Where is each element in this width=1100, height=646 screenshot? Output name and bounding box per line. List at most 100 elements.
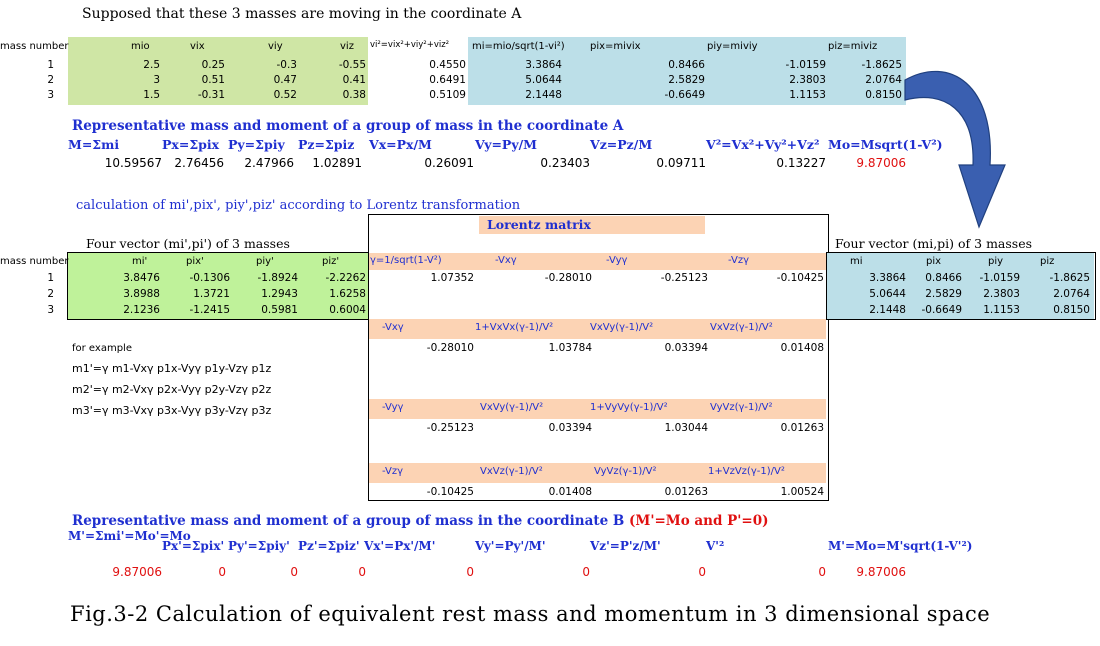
left-fv-cell: 0.6004 xyxy=(329,304,366,316)
repA-header-Vx: Vx=Px/M xyxy=(369,137,432,152)
repB-value-M: 9.87006 xyxy=(112,565,162,579)
matrix-row2-label: VyVz(γ-1)/V² xyxy=(710,402,773,413)
matrix-row0-label-bg xyxy=(369,253,826,270)
tableA-cell-viy: 0.47 xyxy=(273,74,297,86)
matrix-row3-label: -Vzγ xyxy=(382,466,404,477)
repB-header-M: M'=Σmi'=Mo'=Mo xyxy=(68,529,191,543)
repA-value-Vz: 0.09711 xyxy=(656,156,706,170)
repA-header-Vz: Vz=Pz/M xyxy=(590,137,653,152)
repA-header-M: M=Σmi xyxy=(68,137,120,152)
tableA-header-mi: mi=mio/sqrt(1-vi²) xyxy=(472,41,565,52)
tableA-cell-pix: 0.8466 xyxy=(668,59,705,71)
left-fv-box xyxy=(67,252,369,320)
left-fv-cell: -1.8924 xyxy=(257,272,298,284)
tableA-cell-vix: 0.51 xyxy=(201,74,225,86)
tableA-cell-viz: 0.38 xyxy=(342,89,366,101)
right-fv-header-piy: piy xyxy=(988,256,1004,267)
left-fv-cell: 1 xyxy=(47,272,54,284)
repA-header-V2: V²=Vx²+Vy²+Vz² xyxy=(706,137,820,152)
right-fv-cell: -1.0159 xyxy=(979,272,1020,284)
tableA-header-v2: vi²=vix²+viy²+viz² xyxy=(370,40,450,50)
matrix-row3-value: 1.00524 xyxy=(780,486,824,498)
tableA-header-vix: vix xyxy=(190,41,205,52)
repA-value-Py: 2.47966 xyxy=(244,156,294,170)
matrix-row0-value: -0.28010 xyxy=(544,272,592,284)
right-fv-cell: -0.6649 xyxy=(921,304,962,316)
left-fv-cell: 1.6258 xyxy=(329,288,366,300)
figure-caption: Fig.3-2 Calculation of equivalent rest m… xyxy=(70,602,991,626)
right-fv-cell: 0.8150 xyxy=(1053,304,1090,316)
matrix-row1-label-bg xyxy=(369,319,826,339)
tableA-cell-viy: 0.52 xyxy=(273,89,297,101)
left-fv-cell: -2.2262 xyxy=(325,272,366,284)
matrix-row2-label-bg xyxy=(369,399,826,419)
matrix-row2-value: 0.01263 xyxy=(780,422,824,434)
repB-value-Vy: 0 xyxy=(582,565,590,579)
matrix-row1-label: VxVy(γ-1)/V² xyxy=(590,322,654,333)
matrix-row0-value: -0.10425 xyxy=(776,272,824,284)
repA-value-Vx: 0.26091 xyxy=(424,156,474,170)
left-fv-cell: -1.2415 xyxy=(189,304,230,316)
right-fv-cell: 2.3803 xyxy=(983,288,1020,300)
example-line: m2'=γ m2-Vxγ p2x-Vyγ p2y-Vzγ p2z xyxy=(72,383,272,396)
tableA-cell-mio: 1.5 xyxy=(143,89,160,101)
repB-value-Px: 0 xyxy=(218,565,226,579)
curved-arrow-icon xyxy=(904,70,1006,229)
repA-value-Px: 2.76456 xyxy=(174,156,224,170)
tableA-cell-n: 1 xyxy=(47,59,54,71)
matrix-row1-label: VxVz(γ-1)/V² xyxy=(710,322,773,333)
matrix-row3-label: VxVz(γ-1)/V² xyxy=(480,466,543,477)
matrix-row1-value: 0.01408 xyxy=(780,342,824,354)
left-fv-header-pix: pix' xyxy=(186,256,204,267)
tableA-cell-mi: 5.0644 xyxy=(525,74,562,86)
repB-header-V2: V'² xyxy=(706,539,725,553)
matrix-row1-value: 1.03784 xyxy=(548,342,592,354)
tableA-cell-n: 3 xyxy=(47,89,54,101)
right-fv-cell: 3.3864 xyxy=(869,272,906,284)
repA-header-Px: Px=Σpix xyxy=(162,137,220,152)
tableA-cell-mio: 2.5 xyxy=(143,59,160,71)
matrix-row0-label: -Vyγ xyxy=(606,255,628,266)
repB-header-Pz: Pz'=Σpiz' xyxy=(298,539,360,553)
matrix-row3-label-bg xyxy=(369,463,826,483)
repA-value-Vy: 0.23403 xyxy=(540,156,590,170)
left-fv-cell: 3.8476 xyxy=(123,272,160,284)
matrix-row2-value: 0.03394 xyxy=(548,422,592,434)
matrix-row3-value: 0.01263 xyxy=(664,486,708,498)
repA-value-M: 10.59567 xyxy=(104,156,162,170)
lorentz-title: Lorentz matrix xyxy=(487,217,591,232)
matrix-row0-value: -0.25123 xyxy=(660,272,708,284)
tableA-cell-v2: 0.4550 xyxy=(429,59,466,71)
tableA-cell-viz: 0.41 xyxy=(342,74,366,86)
matrix-row0-label: -Vxγ xyxy=(495,255,517,266)
repB-header-Vz: Vz'=P'z/M' xyxy=(590,539,661,553)
left-fv-header-piy: piy' xyxy=(256,256,274,267)
right-fv-cell: 1.1153 xyxy=(983,304,1020,316)
left-fv-header-piz: piz' xyxy=(322,256,340,267)
repB-header-Vy: Vy'=Py'/M' xyxy=(475,539,546,553)
repA-value-V2: 0.13227 xyxy=(776,156,826,170)
repA-header-Py: Py=Σpiy xyxy=(228,137,285,152)
repB-header-Vx: Vx'=Px'/M' xyxy=(364,539,436,553)
left-fv-cell: 1.3721 xyxy=(193,288,230,300)
repB-value-Vz: 0 xyxy=(698,565,706,579)
tableA-cell-mi: 2.1448 xyxy=(525,89,562,101)
left-fv-bg xyxy=(68,253,368,319)
matrix-row1-value: 0.03394 xyxy=(664,342,708,354)
tableA-header-viy: viy xyxy=(268,41,283,52)
example-line: m3'=γ m3-Vxγ p3x-Vyγ p3y-Vzγ p3z xyxy=(72,404,272,417)
right-fv-cell: 2.0764 xyxy=(1053,288,1090,300)
matrix-row3-label: VyVz(γ-1)/V² xyxy=(594,466,657,477)
lorentz-title-bg xyxy=(479,216,705,234)
right-fv-header-pix: pix xyxy=(926,256,942,267)
right-fv-cell: 2.5829 xyxy=(925,288,962,300)
right-fv-cell: 5.0644 xyxy=(869,288,906,300)
repB-value-Py: 0 xyxy=(290,565,298,579)
tableA-cell-mi: 3.3864 xyxy=(525,59,562,71)
tableA-cell-v2: 0.6491 xyxy=(429,74,466,86)
left-fv-header-mi: mi' xyxy=(132,256,148,267)
tableA-cell-piy: 1.1153 xyxy=(789,89,826,101)
matrix-row2-value: -0.25123 xyxy=(426,422,474,434)
left-fv-cell: 2 xyxy=(47,288,54,300)
right-fv-header-mi: mi xyxy=(850,256,863,267)
